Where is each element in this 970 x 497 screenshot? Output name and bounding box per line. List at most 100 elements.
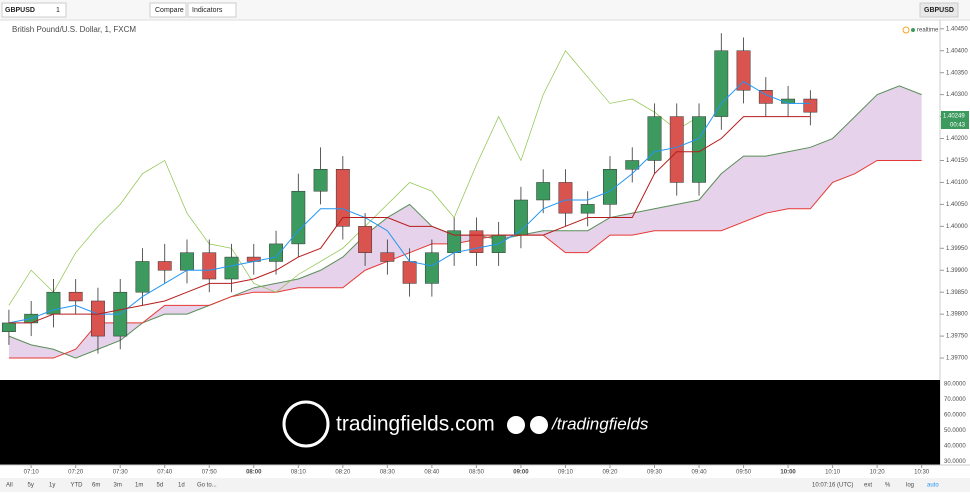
range-button[interactable]: 1y bbox=[49, 483, 55, 489]
y-tick-label: 1.39700 bbox=[946, 356, 968, 362]
candle-body bbox=[358, 226, 373, 253]
twitter-icon bbox=[507, 416, 525, 434]
x-tick-label: 07:10 bbox=[24, 470, 40, 476]
x-tick-label: 10:30 bbox=[914, 470, 930, 476]
y-tick-label: 1.39900 bbox=[946, 268, 968, 274]
candle-body bbox=[647, 116, 662, 161]
option-button[interactable]: log bbox=[906, 483, 914, 489]
lower-pane-tick: 30.0000 bbox=[944, 459, 966, 465]
compare-label[interactable]: Compare bbox=[155, 7, 184, 14]
candle-body bbox=[803, 98, 818, 113]
gplus-icon bbox=[530, 416, 548, 434]
candle-body bbox=[180, 252, 194, 271]
candle-body bbox=[46, 291, 61, 315]
candle-body bbox=[68, 291, 83, 302]
indicator-line bbox=[8, 50, 700, 306]
candle-body bbox=[1, 322, 16, 332]
candle-body bbox=[313, 169, 328, 192]
candle-body bbox=[447, 230, 462, 253]
range-button[interactable]: YTD bbox=[71, 483, 84, 489]
status-dot bbox=[911, 28, 915, 32]
option-button[interactable]: ext bbox=[864, 483, 872, 489]
range-button[interactable]: 6m bbox=[92, 483, 100, 489]
candle-body bbox=[514, 199, 528, 236]
indicator-line bbox=[8, 85, 922, 359]
status-icon bbox=[902, 26, 910, 34]
candle-body bbox=[269, 243, 283, 262]
compare-button[interactable] bbox=[149, 2, 187, 18]
candle-body bbox=[669, 116, 684, 183]
symbol-box[interactable] bbox=[1, 2, 67, 18]
candle-body bbox=[714, 50, 729, 117]
cloud bbox=[8, 85, 922, 359]
symbol[interactable]: GBPUSD bbox=[5, 7, 35, 14]
x-tick-label: 09:30 bbox=[647, 470, 663, 476]
y-tick-label: 1.39950 bbox=[946, 246, 968, 252]
candle-body bbox=[91, 300, 105, 337]
candle-body bbox=[135, 261, 150, 293]
candle-body bbox=[736, 50, 751, 91]
goto-button[interactable]: Go to... bbox=[197, 483, 217, 489]
status: realtime bbox=[917, 28, 939, 34]
x-tick-label: 09:10 bbox=[558, 470, 574, 476]
candle-body bbox=[157, 261, 172, 271]
indicators-button[interactable] bbox=[187, 2, 237, 18]
indicator-line bbox=[8, 80, 811, 324]
symbol-right-box[interactable] bbox=[919, 2, 959, 18]
option-button[interactable]: auto bbox=[927, 483, 939, 489]
range-button[interactable]: 1d bbox=[178, 483, 185, 489]
y-tick-label: 1.40050 bbox=[946, 202, 968, 208]
indicator-line bbox=[8, 159, 922, 359]
y-tick-label: 1.40150 bbox=[946, 158, 968, 164]
x-tick-label: 10:00 bbox=[780, 470, 796, 476]
option-button[interactable]: % bbox=[885, 483, 891, 489]
footer bbox=[0, 478, 970, 492]
x-tick-label: 08:00 bbox=[246, 470, 262, 476]
y-tick-label: 1.39800 bbox=[946, 312, 968, 318]
y-tick-label: 1.40300 bbox=[946, 92, 968, 98]
banner-handle: /tradingfields bbox=[551, 414, 649, 433]
x-tick-label: 08:40 bbox=[424, 470, 440, 476]
toolbar bbox=[0, 0, 970, 20]
y-tick-label: 1.40000 bbox=[946, 224, 968, 230]
x-tick-label: 09:50 bbox=[736, 470, 752, 476]
candle-body bbox=[603, 169, 617, 205]
countdown: 00:43 bbox=[950, 123, 966, 129]
range-button[interactable]: 1m bbox=[135, 483, 143, 489]
banner-site: tradingfields.com bbox=[336, 413, 495, 436]
lower-pane-tick: 60.0000 bbox=[944, 413, 966, 419]
candle-body bbox=[291, 190, 306, 245]
x-tick-label: 08:50 bbox=[469, 470, 485, 476]
logo bbox=[282, 400, 330, 448]
candle-body bbox=[580, 204, 595, 214]
lower-pane-tick: 50.0000 bbox=[944, 428, 966, 434]
countdown-tag bbox=[941, 120, 969, 129]
indicators-label[interactable]: Indicators bbox=[192, 7, 223, 14]
x-tick-label: 10:20 bbox=[870, 470, 886, 476]
y-tick-label: 1.40100 bbox=[946, 180, 968, 186]
x-tick-label: 08:20 bbox=[335, 470, 351, 476]
x-tick-label: 08:10 bbox=[291, 470, 307, 476]
y-tick-label: 1.40450 bbox=[946, 26, 968, 32]
range-button[interactable]: All bbox=[6, 483, 13, 489]
indicator-line bbox=[8, 116, 811, 324]
symbol-right[interactable]: GBPUSD bbox=[924, 7, 954, 14]
x-tick-label: 09:20 bbox=[602, 470, 618, 476]
interval[interactable]: 1 bbox=[56, 7, 60, 14]
x-tick-label: 10:10 bbox=[825, 470, 841, 476]
y-tick-label: 1.39750 bbox=[946, 334, 968, 340]
y-tick-label: 1.40400 bbox=[946, 48, 968, 54]
lower-pane-tick: 40.0000 bbox=[944, 444, 966, 450]
candle-body bbox=[335, 169, 350, 227]
banner bbox=[0, 380, 940, 465]
candle-body bbox=[202, 252, 217, 280]
candle-body bbox=[402, 261, 417, 284]
range-button[interactable]: 5d bbox=[157, 483, 164, 489]
candle-body bbox=[380, 252, 395, 262]
range-button[interactable]: 5y bbox=[28, 483, 34, 489]
y-tick-label: 1.40350 bbox=[946, 70, 968, 76]
range-button[interactable]: 3m bbox=[114, 483, 122, 489]
y-tick-label: 1.40200 bbox=[946, 136, 968, 142]
